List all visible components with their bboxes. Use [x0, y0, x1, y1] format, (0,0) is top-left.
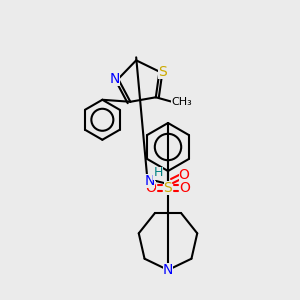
Text: O: O — [178, 168, 189, 182]
Text: S: S — [158, 65, 167, 79]
Text: O: O — [146, 181, 156, 195]
Text: H: H — [153, 167, 163, 179]
Text: N: N — [110, 72, 120, 86]
Text: CH₃: CH₃ — [172, 97, 192, 107]
Text: S: S — [164, 181, 172, 195]
Text: N: N — [163, 263, 173, 277]
Text: N: N — [145, 174, 155, 188]
Text: O: O — [180, 181, 190, 195]
